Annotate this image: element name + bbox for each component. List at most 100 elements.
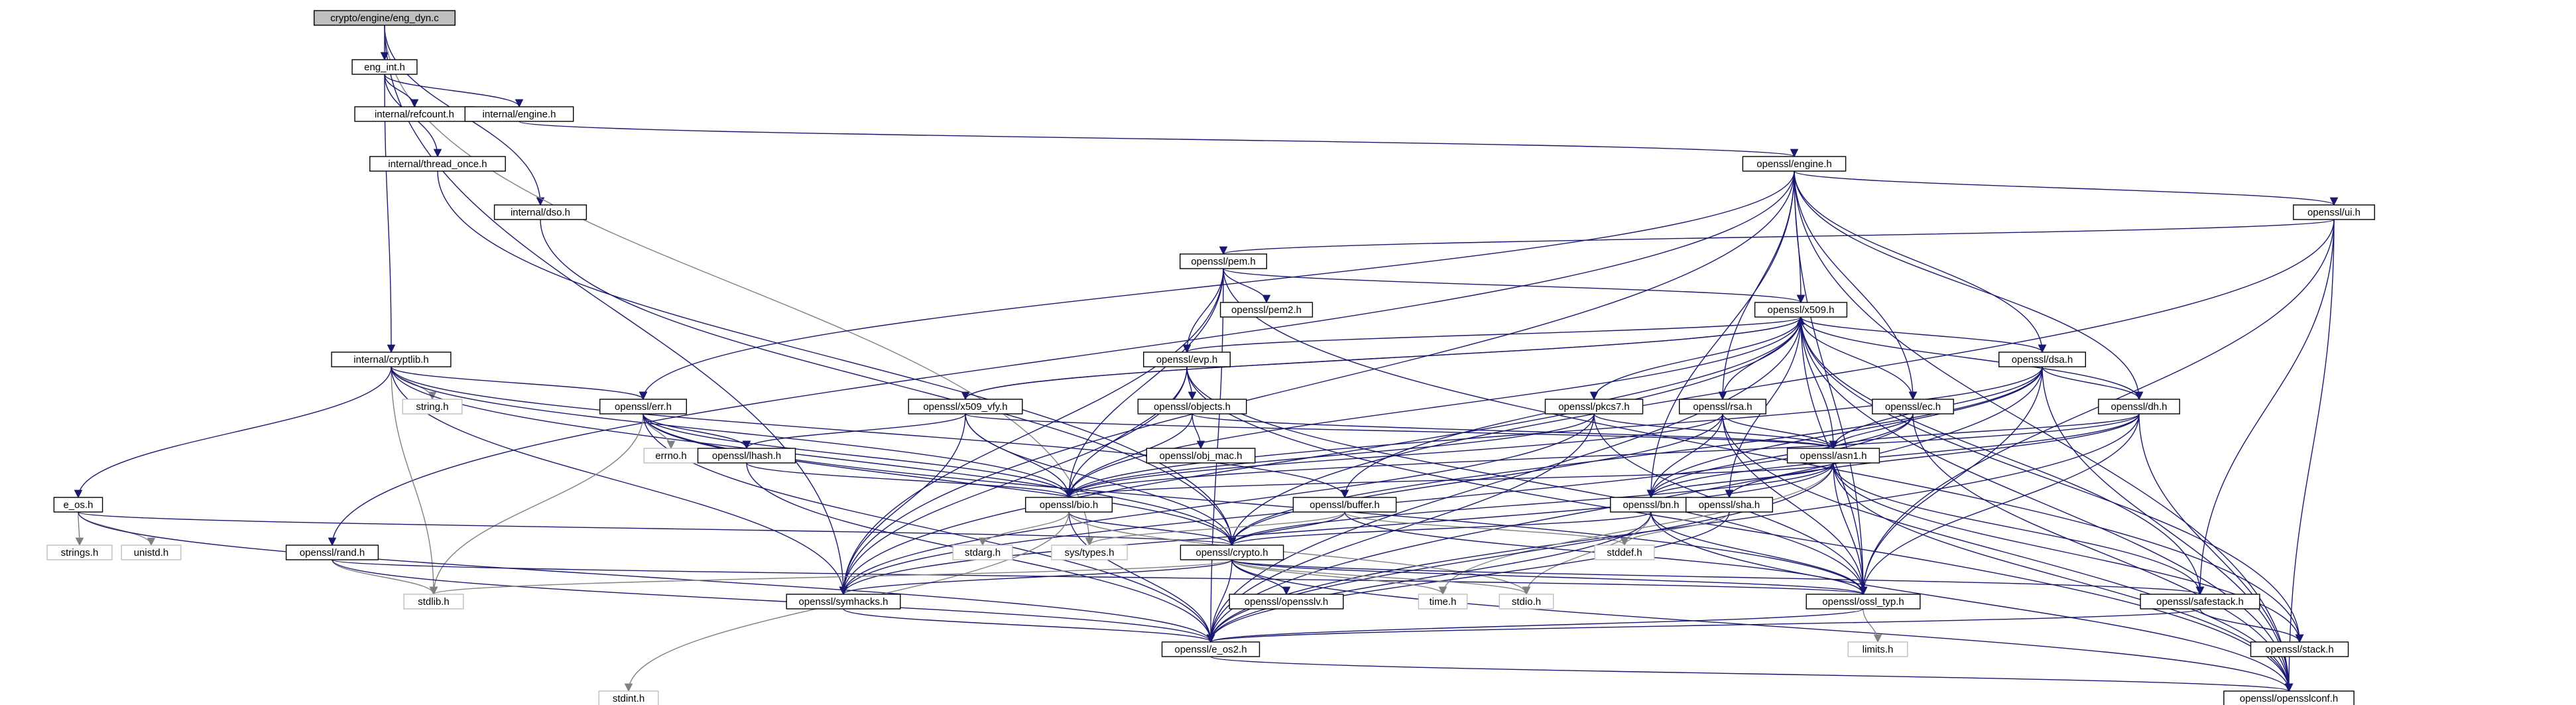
edge-asn1-to-symhacks xyxy=(839,462,1834,596)
node-stddef: stddef.h xyxy=(1594,545,1655,560)
edge-x509-to-stack xyxy=(1800,316,2304,643)
node-pem2[interactable]: openssl/pem2.h xyxy=(1219,302,1314,318)
edge-evp-to-bio xyxy=(1064,366,1188,499)
edge-safestack-to-stack xyxy=(2199,608,2304,643)
node-opensslv[interactable]: openssl/opensslv.h xyxy=(1229,594,1344,609)
edge-ec-to-bn xyxy=(1646,413,1914,499)
node-label: openssl/evp.h xyxy=(1156,354,1218,365)
node-systypes: sys/types.h xyxy=(1051,545,1128,560)
node-label: openssl/lhash.h xyxy=(712,450,781,462)
node-box xyxy=(369,156,506,172)
node-opensslconf[interactable]: openssl/opensslconf.h xyxy=(2223,690,2355,705)
edge-dso-to-crypto xyxy=(540,219,1237,546)
node-obj_mac[interactable]: openssl/obj_mac.h xyxy=(1146,448,1256,464)
node-refcount[interactable]: internal/refcount.h xyxy=(354,106,475,122)
node-err[interactable]: openssl/err.h xyxy=(599,399,688,415)
node-box xyxy=(351,59,418,75)
edge-buffer-to-stddef xyxy=(1344,511,1629,546)
edge-x509-to-symhacks xyxy=(839,316,1802,596)
node-label: openssl/rand.h xyxy=(300,547,365,558)
edge-engine-to-ec xyxy=(1794,170,1918,401)
node-sha[interactable]: openssl/sha.h xyxy=(1685,497,1773,513)
node-label: openssl/opensslv.h xyxy=(1245,596,1328,608)
node-int_engine[interactable]: internal/engine.h xyxy=(464,106,574,122)
node-box xyxy=(1180,545,1284,560)
edge-dh-to-bn xyxy=(1646,413,2140,499)
node-box xyxy=(1229,594,1344,609)
node-box xyxy=(786,594,901,609)
node-x509_vfy[interactable]: openssl/x509_vfy.h xyxy=(908,399,1023,415)
node-label: openssl/pkcs7.h xyxy=(1558,401,1630,413)
node-safestack[interactable]: openssl/safestack.h xyxy=(2140,594,2260,609)
edge-x509-to-evp xyxy=(1183,316,1802,353)
edge-buffer-to-systypes xyxy=(1085,511,1345,546)
node-objects[interactable]: openssl/objects.h xyxy=(1137,399,1247,415)
node-engine[interactable]: openssl/engine.h xyxy=(1742,156,1847,172)
node-ossl_typ[interactable]: openssl/ossl_typ.h xyxy=(1806,594,1921,609)
node-limits: limits.h xyxy=(1847,641,1908,657)
node-rsa[interactable]: openssl/rsa.h xyxy=(1678,399,1766,415)
node-buffer[interactable]: openssl/buffer.h xyxy=(1292,497,1397,513)
node-pem[interactable]: openssl/pem.h xyxy=(1179,253,1267,269)
edge-sha-to-e_os2 xyxy=(1206,511,1730,643)
node-dsa[interactable]: openssl/dsa.h xyxy=(1998,352,2086,367)
node-rand[interactable]: openssl/rand.h xyxy=(285,545,379,560)
edge-x509_vfy-to-symhacks xyxy=(839,413,966,596)
edge-ui-to-pem xyxy=(1219,219,2335,255)
node-e_os2[interactable]: openssl/e_os2.h xyxy=(1161,641,1260,657)
edge-eng_int-to-refcount xyxy=(384,74,419,108)
node-eng_int[interactable]: eng_int.h xyxy=(351,59,418,75)
node-dso[interactable]: internal/dso.h xyxy=(493,204,587,220)
node-stack[interactable]: openssl/stack.h xyxy=(2250,641,2349,657)
edge-asn1-to-bn xyxy=(1646,462,1834,499)
node-symhacks[interactable]: openssl/symhacks.h xyxy=(786,594,901,609)
node-box xyxy=(1594,545,1655,560)
node-cryptlib[interactable]: internal/cryptlib.h xyxy=(331,352,452,367)
edge-e_os-to-unistd xyxy=(78,511,156,546)
node-label: stdarg.h xyxy=(965,547,1001,558)
edge-objects-to-obj_mac xyxy=(1192,413,1205,450)
node-label: openssl/pem.h xyxy=(1191,256,1256,267)
node-label: openssl/pem2.h xyxy=(1231,304,1302,316)
edge-ec-to-opensslconf xyxy=(1912,413,2294,692)
node-bio[interactable]: openssl/bio.h xyxy=(1024,497,1113,513)
node-lhash[interactable]: openssl/lhash.h xyxy=(697,448,796,464)
edge-crypto-to-stdio xyxy=(1231,559,1531,596)
edge-crypto-to-opensslconf xyxy=(1231,559,2294,692)
node-label: eng_int.h xyxy=(364,62,405,73)
edge-bn-to-e_os2 xyxy=(1206,511,1652,643)
node-bn[interactable]: openssl/bn.h xyxy=(1610,497,1692,513)
node-root[interactable]: crypto/engine/eng_dyn.c xyxy=(314,10,456,26)
node-ui[interactable]: openssl/ui.h xyxy=(2293,204,2375,220)
edge-cryptlib-to-err xyxy=(391,366,648,401)
edge-rsa-to-bn xyxy=(1646,413,1723,499)
node-dh[interactable]: openssl/dh.h xyxy=(2098,399,2180,415)
node-pkcs7[interactable]: openssl/pkcs7.h xyxy=(1544,399,1644,415)
node-e_os[interactable]: e_os.h xyxy=(53,497,103,513)
edge-root-to-systypes xyxy=(384,25,1094,546)
edge-ui-to-safestack xyxy=(2195,219,2335,596)
node-ec[interactable]: openssl/ec.h xyxy=(1872,399,1954,415)
node-label: openssl/ec.h xyxy=(1885,401,1941,413)
node-asn1[interactable]: openssl/asn1.h xyxy=(1786,448,1880,464)
node-thread_once[interactable]: internal/thread_once.h xyxy=(369,156,506,172)
node-evp[interactable]: openssl/evp.h xyxy=(1142,352,1231,367)
node-box xyxy=(1051,545,1128,560)
edge-thread_once-to-crypto xyxy=(437,170,1237,546)
edge-asn1-to-crypto xyxy=(1227,462,1834,546)
edge-cryptlib-to-buffer xyxy=(391,366,1349,499)
node-box xyxy=(1742,156,1847,172)
node-string: string.h xyxy=(402,399,463,415)
edge-crypto-to-stdlib xyxy=(430,559,1233,596)
node-box xyxy=(1685,497,1773,513)
node-x509[interactable]: openssl/x509.h xyxy=(1754,302,1848,318)
edge-dsa-to-opensslconf xyxy=(2042,366,2294,692)
edge-crypto-to-e_os2 xyxy=(1206,559,1233,643)
edge-x509-to-opensslconf xyxy=(1800,316,2294,692)
edge-x509-to-dh xyxy=(1800,316,2144,401)
edge-ui-to-crypto xyxy=(1227,219,2335,546)
edge-asn1-to-ossl_typ xyxy=(1833,462,1868,596)
node-crypto[interactable]: openssl/crypto.h xyxy=(1180,545,1284,560)
edge-engine-to-ui xyxy=(1794,170,2338,206)
